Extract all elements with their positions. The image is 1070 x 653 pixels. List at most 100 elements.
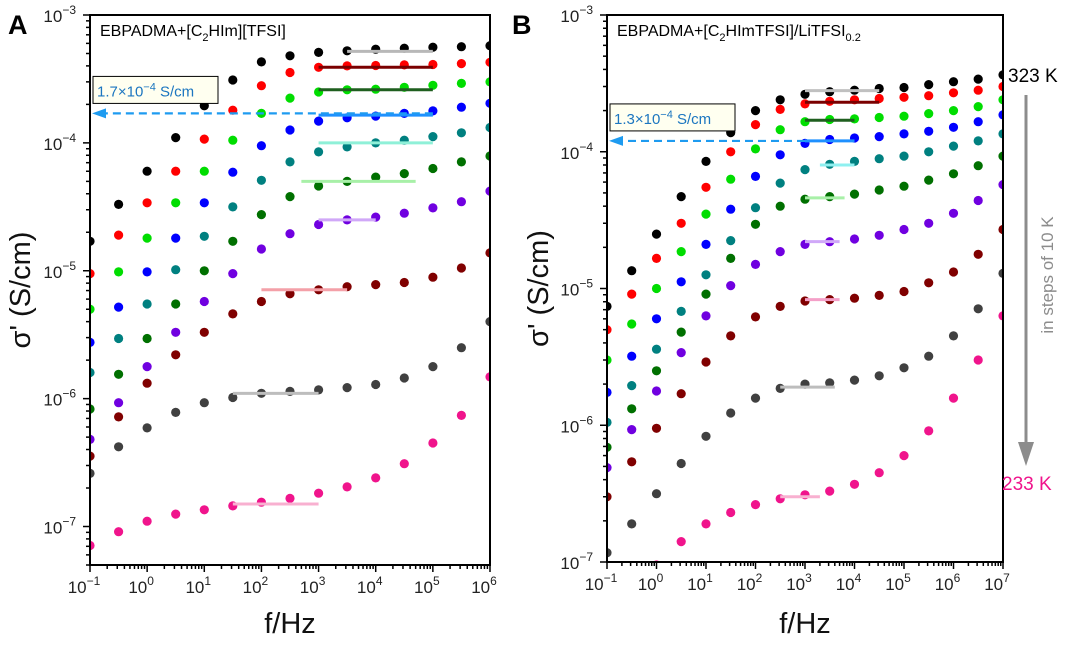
data-point bbox=[701, 289, 711, 299]
data-point bbox=[371, 473, 381, 483]
data-point bbox=[948, 77, 959, 87]
panel-label: A bbox=[8, 10, 28, 40]
data-point bbox=[973, 74, 983, 84]
plot-area bbox=[90, 41, 490, 551]
data-point bbox=[171, 299, 181, 309]
data-point bbox=[607, 355, 612, 365]
data-point bbox=[456, 197, 466, 207]
data-point bbox=[199, 134, 209, 144]
data-point bbox=[924, 109, 934, 119]
data-point bbox=[428, 203, 438, 213]
data-point bbox=[428, 438, 438, 448]
data-point bbox=[90, 304, 95, 314]
data-point bbox=[314, 219, 324, 230]
y-tick-label: 10−6 bbox=[43, 387, 76, 410]
data-point bbox=[924, 426, 934, 436]
data-point bbox=[750, 219, 761, 229]
data-point bbox=[899, 224, 909, 235]
data-point bbox=[973, 136, 983, 146]
data-point bbox=[750, 312, 761, 322]
data-point bbox=[874, 185, 884, 195]
data-point bbox=[142, 333, 152, 344]
data-point bbox=[256, 296, 266, 307]
data-point bbox=[627, 319, 637, 329]
panel-title: EBPADMA+[C2HIm][TFSI] bbox=[100, 23, 286, 44]
data-point bbox=[701, 156, 711, 166]
x-tick-label: 105 bbox=[414, 574, 440, 597]
x-tick-label: 102 bbox=[243, 574, 269, 597]
annotation-text: 1.7×10−4 S/cm bbox=[97, 81, 194, 100]
data-point bbox=[428, 163, 438, 174]
data-point bbox=[627, 351, 637, 361]
data-point bbox=[874, 132, 884, 142]
data-point bbox=[948, 208, 959, 218]
data-point bbox=[651, 489, 662, 499]
x-axis-label: f/Hz bbox=[779, 608, 831, 640]
data-point bbox=[285, 67, 295, 78]
data-point bbox=[775, 178, 785, 188]
data-point bbox=[485, 77, 490, 87]
data-point bbox=[399, 208, 409, 218]
data-point bbox=[775, 150, 785, 160]
data-point bbox=[90, 468, 95, 478]
data-point bbox=[114, 302, 124, 312]
data-point bbox=[171, 198, 181, 208]
y-axis-label: σ' (S/cm) bbox=[523, 230, 555, 347]
data-point bbox=[142, 299, 152, 309]
data-point bbox=[651, 366, 662, 376]
data-point bbox=[998, 180, 1003, 190]
data-point bbox=[948, 267, 959, 277]
data-point bbox=[948, 122, 959, 132]
data-point bbox=[485, 98, 490, 108]
data-point bbox=[726, 253, 736, 263]
data-point bbox=[676, 348, 686, 358]
data-point bbox=[114, 230, 124, 240]
data-point bbox=[342, 383, 352, 393]
data-point bbox=[399, 373, 409, 383]
data-point bbox=[114, 199, 124, 209]
data-point bbox=[701, 431, 711, 441]
data-point bbox=[314, 147, 324, 157]
x-tick-label: 100 bbox=[128, 574, 154, 597]
data-point bbox=[701, 239, 711, 249]
data-point bbox=[948, 106, 959, 116]
data-point bbox=[142, 233, 152, 243]
data-point bbox=[399, 277, 409, 288]
y-tick-label: 10−7 bbox=[43, 515, 76, 538]
x-tick-label: 104 bbox=[836, 571, 862, 594]
series-6 bbox=[607, 151, 1003, 452]
data-point bbox=[676, 327, 686, 337]
data-point bbox=[485, 248, 490, 258]
data-point bbox=[899, 363, 909, 373]
data-point bbox=[485, 372, 490, 382]
data-point bbox=[607, 463, 612, 473]
data-point bbox=[726, 147, 736, 157]
data-point bbox=[314, 116, 324, 126]
series-8 bbox=[90, 248, 490, 461]
series-9 bbox=[90, 317, 490, 478]
data-point bbox=[607, 548, 612, 558]
data-point bbox=[924, 175, 934, 185]
data-point bbox=[114, 333, 124, 344]
data-point bbox=[285, 192, 295, 202]
series-3 bbox=[607, 95, 1003, 365]
data-point bbox=[701, 182, 711, 192]
data-point bbox=[285, 157, 295, 167]
y-tick-label: 10−3 bbox=[560, 3, 593, 26]
data-point bbox=[171, 350, 181, 360]
data-point bbox=[800, 165, 810, 175]
series-8 bbox=[607, 224, 1003, 502]
data-point bbox=[314, 488, 324, 498]
data-point bbox=[998, 224, 1003, 235]
data-point bbox=[199, 266, 209, 276]
series-10 bbox=[90, 372, 490, 551]
data-point bbox=[924, 278, 934, 288]
series-9 bbox=[607, 268, 1003, 558]
data-point bbox=[485, 57, 490, 67]
data-point bbox=[750, 203, 761, 213]
data-point bbox=[627, 381, 637, 391]
data-point bbox=[428, 80, 438, 90]
data-point bbox=[456, 102, 466, 112]
data-point bbox=[256, 141, 266, 151]
data-point bbox=[973, 304, 983, 314]
